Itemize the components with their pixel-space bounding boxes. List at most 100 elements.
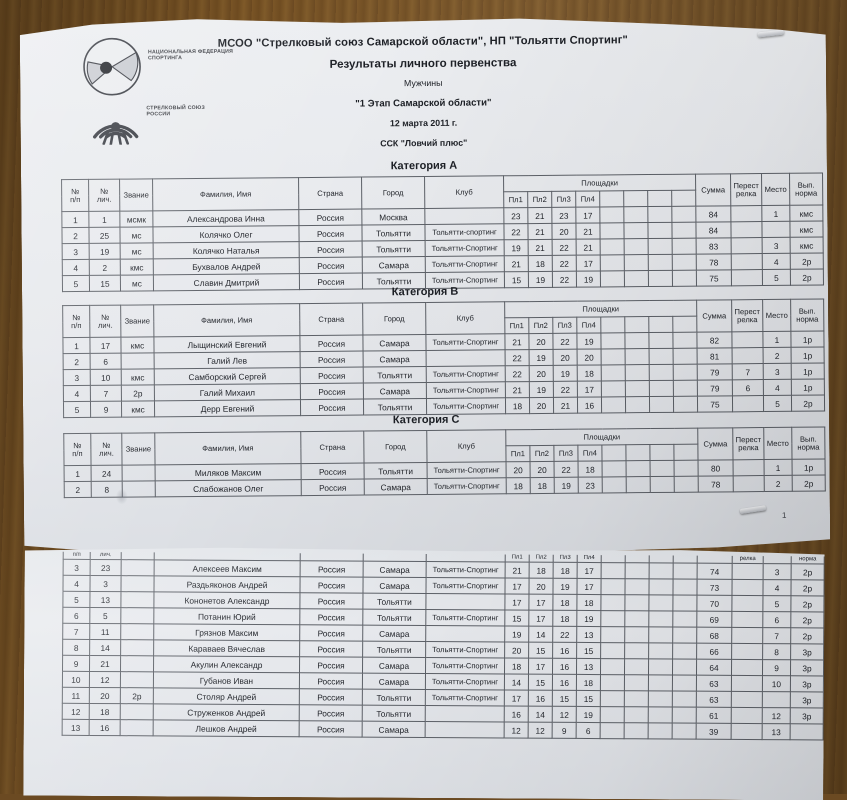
cell-country: Россия bbox=[299, 721, 362, 737]
cell-ground-6 bbox=[625, 563, 649, 579]
col-header-ground-4: Пл4 bbox=[576, 191, 600, 207]
cell-place: 4 bbox=[762, 253, 790, 269]
cell-ground-7 bbox=[649, 579, 673, 595]
cell-sum: 84 bbox=[696, 222, 731, 238]
cell-shootoff bbox=[733, 476, 764, 492]
cell-ground-3: 18 bbox=[553, 562, 577, 578]
col-header-club: Клуб bbox=[426, 302, 505, 335]
cell-ground-8 bbox=[673, 627, 697, 643]
cell-rank bbox=[122, 465, 155, 481]
cell-ground-4: 18 bbox=[576, 674, 600, 690]
cell-ground-7 bbox=[648, 206, 672, 222]
cell-ground-2: 20 bbox=[529, 578, 553, 594]
cell-city: Тольятти bbox=[363, 593, 426, 609]
col-header-grounds: Площадки bbox=[506, 428, 698, 446]
cell-sum: 63 bbox=[696, 691, 731, 707]
cell-ground-8 bbox=[673, 595, 697, 611]
cell-ground-7 bbox=[649, 364, 673, 380]
cell-ground-7 bbox=[648, 222, 672, 238]
cell-ground-7 bbox=[648, 659, 672, 675]
cell-ground-5 bbox=[601, 349, 625, 365]
cell-personal-number: 23 bbox=[90, 559, 121, 575]
cell-country: Россия bbox=[299, 673, 362, 689]
cell-ground-3: 22 bbox=[553, 333, 577, 349]
cell-ground-5 bbox=[601, 579, 625, 595]
results-table-category-b: № п/п № лич. Звание Фамилия, Имя Страна Город Кл… bbox=[62, 299, 825, 419]
cell-shootoff bbox=[731, 675, 762, 691]
cell-city: Самара bbox=[363, 625, 426, 641]
cell-norm: 3р bbox=[790, 708, 823, 724]
cell-norm: 3р bbox=[790, 660, 823, 676]
cell-name: Столяр Андрей bbox=[153, 688, 299, 705]
cell-ground-4: 16 bbox=[577, 397, 601, 413]
cell-number: 2 bbox=[63, 353, 90, 369]
cell-norm: 1р bbox=[792, 459, 825, 475]
cell-number: 3 bbox=[62, 243, 89, 259]
cell-ground-3: 18 bbox=[553, 594, 577, 610]
cell-sum: 74 bbox=[697, 563, 732, 579]
cell-ground-4: 21 bbox=[576, 239, 600, 255]
cell-ground-6 bbox=[625, 595, 649, 611]
cell-ground-6 bbox=[625, 381, 649, 397]
cell-norm: 2р bbox=[791, 612, 824, 628]
col-header-ground-3: Пл3 bbox=[552, 191, 576, 207]
cell-country: Россия bbox=[299, 689, 362, 705]
cell-ground-5 bbox=[600, 659, 624, 675]
cell-ground-6 bbox=[624, 659, 648, 675]
cell-rank: кмс bbox=[120, 259, 153, 275]
cell-rank bbox=[121, 560, 154, 576]
col-header-ground-empty-7 bbox=[648, 190, 672, 206]
cell-ground-4: 17 bbox=[576, 207, 600, 223]
cell-club bbox=[425, 706, 504, 722]
cell-country: Россия bbox=[300, 399, 363, 416]
cell-rank bbox=[121, 576, 154, 592]
cell-norm: 2р bbox=[791, 564, 824, 580]
cell-sum: 84 bbox=[696, 206, 731, 222]
cell-ground-3: 20 bbox=[553, 349, 577, 365]
cell-place: 12 bbox=[762, 708, 790, 724]
cell-name: Грязнов Максим bbox=[154, 624, 300, 641]
cell-ground-3: 15 bbox=[552, 690, 576, 706]
cell-personal-number: 24 bbox=[91, 465, 122, 481]
cell-ground-5 bbox=[600, 691, 624, 707]
cell-shootoff bbox=[732, 611, 763, 627]
cell-sum: 78 bbox=[698, 476, 733, 492]
cell-ground-3: 21 bbox=[553, 397, 577, 413]
document-page-2: п/п лич. Пл1 Пл2 Пл3 Пл4 релка норма 3 23 Алексеев… bbox=[23, 546, 825, 800]
cell-ground-8 bbox=[672, 659, 696, 675]
results-table-continued: п/п лич. Пл1 Пл2 Пл3 Пл4 релка норма 3 23 Алексеев… bbox=[62, 552, 825, 741]
cell-ground-3: 22 bbox=[554, 461, 578, 477]
cell-shootoff bbox=[732, 563, 763, 579]
cell-ground-1: 19 bbox=[505, 626, 529, 642]
cell-personal-number: 7 bbox=[90, 385, 121, 401]
cell-rank bbox=[121, 592, 154, 608]
cell-name: Караваев Вячеслав bbox=[154, 640, 300, 657]
cell-place: 1 bbox=[762, 205, 790, 221]
cell-sum: 75 bbox=[697, 396, 732, 412]
cell-place: 4 bbox=[763, 379, 791, 395]
col-header-clipped: релка bbox=[732, 556, 763, 564]
cell-ground-1: 21 bbox=[505, 562, 529, 578]
cell-rank bbox=[121, 624, 154, 640]
cell-city: Тольятти bbox=[362, 689, 425, 705]
col-header-ground-3: Пл3 bbox=[553, 317, 577, 333]
cell-number: 11 bbox=[62, 687, 89, 703]
col-header-clipped: Пл1 bbox=[505, 554, 529, 562]
results-table-category-a: № п/п № лич. Звание Фамилия, Имя Страна Город Кл… bbox=[61, 173, 824, 293]
cell-ground-5 bbox=[600, 675, 624, 691]
col-header-clipped: лич. bbox=[90, 552, 121, 560]
cell-ground-4: 13 bbox=[577, 626, 601, 642]
cell-ground-2: 20 bbox=[529, 397, 553, 413]
cell-ground-7 bbox=[650, 476, 674, 492]
cell-ground-4: 17 bbox=[576, 255, 600, 271]
cell-name: Кононетов Александр bbox=[154, 592, 300, 609]
cell-name: Бухвалов Андрей bbox=[153, 258, 299, 275]
cell-name: Галий Михаил bbox=[154, 384, 300, 401]
cell-ground-4: 15 bbox=[577, 642, 601, 658]
cell-ground-8 bbox=[673, 380, 697, 396]
col-header-personal-number: № лич. bbox=[89, 179, 120, 211]
col-header-ground-2: Пл2 bbox=[530, 445, 554, 461]
cell-ground-7 bbox=[649, 380, 673, 396]
cell-ground-7 bbox=[649, 348, 673, 364]
cell-city: Самара bbox=[363, 334, 426, 351]
